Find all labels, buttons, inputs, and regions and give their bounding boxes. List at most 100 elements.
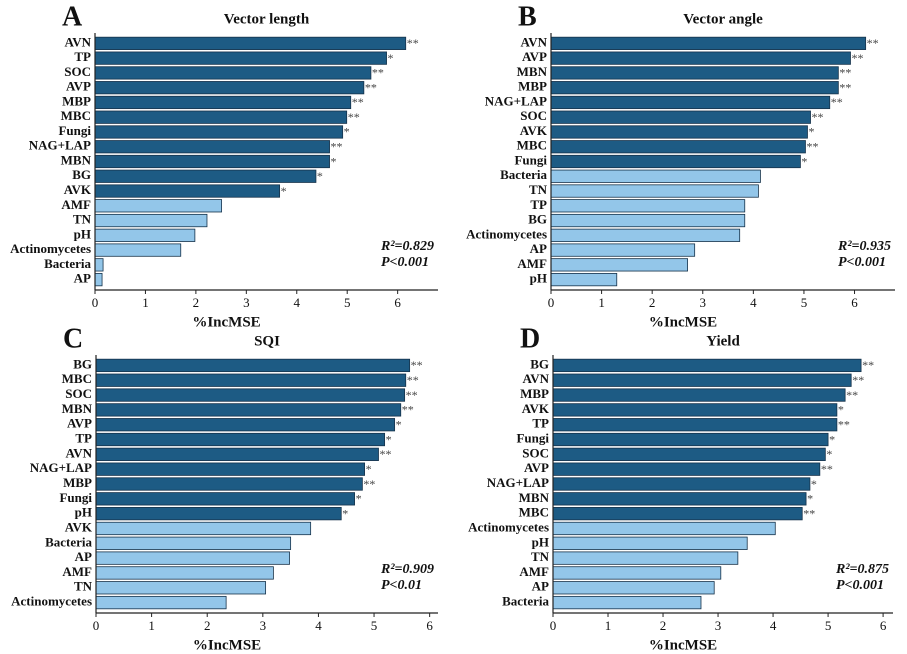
x-tick-label: 4 [294, 295, 301, 310]
bar [550, 36, 867, 50]
bar [95, 373, 407, 387]
bar [550, 125, 808, 139]
fit-annotation: P<0.01 [381, 578, 422, 593]
bar [94, 51, 387, 65]
x-tick-label: 0 [550, 618, 557, 633]
fit-annotation: R²=0.935 [837, 239, 891, 254]
significance-label: ** [846, 388, 858, 402]
category-label: SOC [522, 445, 549, 460]
category-label: Fungi [59, 490, 92, 505]
category-label: Fungi [514, 152, 547, 167]
bar [94, 243, 182, 257]
x-axis-label: %IncMSE [192, 314, 260, 330]
category-label: Actinomycetes [466, 226, 547, 241]
category-label: AMF [519, 564, 549, 579]
significance-label: ** [852, 373, 864, 387]
significance-label: * [317, 169, 323, 183]
significance-label: ** [411, 358, 423, 372]
significance-label: ** [365, 80, 377, 94]
bar [550, 154, 801, 169]
bar [95, 566, 274, 580]
category-label: pH [75, 505, 92, 520]
category-label: MBP [63, 475, 92, 490]
x-tick-label: 3 [700, 295, 707, 310]
x-axis-label: %IncMSE [193, 637, 261, 653]
bar [95, 418, 396, 432]
bar [552, 595, 702, 610]
category-label: AVK [520, 123, 548, 138]
category-label: NAG+LAP [487, 475, 549, 490]
significance-label: * [829, 432, 835, 446]
significance-label: * [388, 51, 394, 65]
category-label: TP [75, 431, 92, 446]
bar [552, 418, 838, 432]
category-label: MBP [518, 79, 547, 94]
significance-label: * [356, 492, 362, 506]
category-label: Bacteria [45, 534, 92, 549]
bar [552, 477, 811, 491]
category-label: AP [532, 579, 549, 594]
bar [94, 213, 208, 228]
bar [95, 536, 292, 550]
category-label: MBN [517, 64, 548, 79]
category-label: SOC [65, 386, 92, 401]
x-tick-label: 5 [801, 295, 808, 310]
category-label: AVN [66, 445, 93, 460]
x-tick-label: 6 [880, 618, 887, 633]
significance-label: * [386, 432, 392, 446]
significance-label: * [366, 462, 372, 476]
x-tick-label: 2 [204, 618, 211, 633]
bar [94, 81, 365, 95]
category-label: TN [531, 549, 550, 564]
bar [94, 140, 330, 154]
significance-label: * [342, 506, 348, 520]
bar [552, 536, 748, 550]
significance-label: ** [831, 95, 843, 109]
x-tick-label: 3 [260, 618, 267, 633]
fit-annotation: R²=0.909 [380, 562, 434, 577]
fit-annotation: P<0.001 [836, 578, 884, 593]
panel-label: C [63, 323, 83, 354]
category-label: Fungi [516, 431, 549, 446]
significance-label: ** [803, 506, 815, 520]
bar [552, 432, 829, 447]
category-label: MBN [61, 152, 92, 167]
bar [94, 95, 352, 110]
significance-label: * [807, 492, 813, 506]
bar [95, 358, 411, 373]
significance-label: ** [407, 36, 419, 50]
category-label: SOC [520, 108, 547, 123]
significance-label: * [396, 417, 402, 431]
x-tick-label: 2 [660, 618, 667, 633]
category-label: Actinomycetes [468, 519, 549, 534]
category-label: TP [530, 197, 547, 212]
category-label: TP [532, 416, 549, 431]
x-axis-label: %IncMSE [649, 637, 717, 653]
category-label: AVP [66, 79, 91, 94]
significance-label: * [838, 403, 844, 417]
bar [552, 551, 739, 565]
bar [550, 51, 851, 65]
panel-label: B [518, 1, 537, 32]
significance-label: ** [402, 403, 414, 417]
bar [95, 388, 406, 402]
significance-label: * [808, 125, 814, 139]
bar [550, 140, 806, 154]
significance-label: ** [348, 110, 360, 124]
bar [94, 169, 317, 183]
category-label: AMF [62, 564, 92, 579]
significance-label: ** [862, 358, 874, 372]
category-label: Fungi [58, 123, 91, 138]
bar [95, 551, 290, 565]
category-label: AVP [67, 416, 92, 431]
bar [95, 507, 342, 521]
significance-label: * [826, 447, 832, 461]
category-label: MBC [61, 108, 91, 123]
significance-label: ** [812, 110, 824, 124]
bar [552, 403, 838, 417]
bar [94, 125, 344, 139]
panel-title: Yield [706, 333, 740, 349]
fit-annotation: P<0.001 [838, 255, 886, 270]
category-label: pH [532, 534, 549, 549]
